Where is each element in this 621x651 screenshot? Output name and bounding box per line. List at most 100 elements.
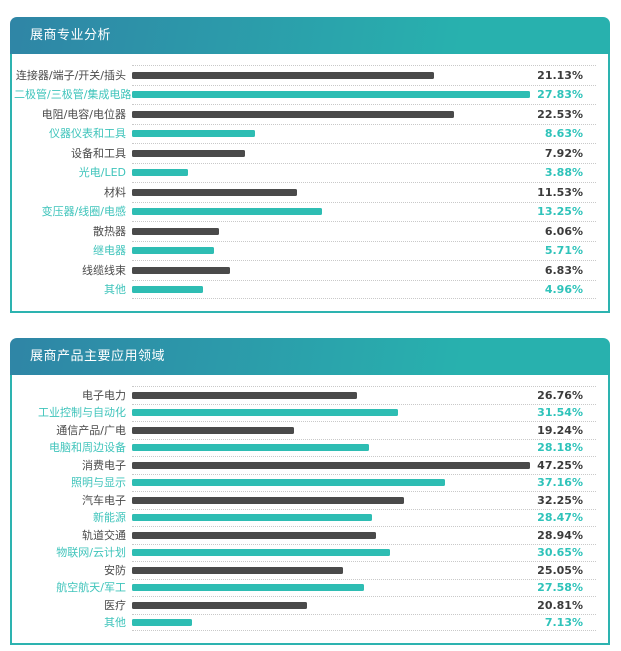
- bar-track: 8.63%: [132, 123, 596, 144]
- category-label: 仪器仪表和工具: [49, 127, 126, 141]
- bar-track: 37.16%: [132, 473, 596, 492]
- value-label: 22.53%: [537, 107, 583, 121]
- panel-title: 展商专业分析: [30, 28, 112, 43]
- bar: [132, 266, 230, 274]
- bar: [132, 285, 203, 293]
- chart-row: 电阻/电容/电位器 22.53%: [14, 104, 596, 124]
- chart-row: 照明与显示 37.16%: [14, 473, 596, 492]
- category-label: 继电器: [93, 244, 126, 258]
- chart-row: 航空航天/军工 27.58%: [14, 578, 596, 597]
- bar-track: 26.76%: [132, 386, 596, 404]
- bar: [132, 227, 219, 235]
- bar: [132, 391, 358, 399]
- bar-track: 13.25%: [132, 201, 596, 222]
- category-label: 工业控制与自动化: [38, 406, 126, 420]
- bar: [132, 247, 214, 255]
- bar: [132, 601, 308, 609]
- bar: [132, 149, 246, 157]
- bar: [132, 444, 370, 452]
- chart-row: 继电器 5.71%: [14, 240, 596, 261]
- panel-title: 展商产品主要应用领域: [30, 349, 166, 364]
- category-label: 散热器: [93, 224, 126, 238]
- bar-track: 30.65%: [132, 543, 596, 562]
- panel-header: 展商专业分析: [10, 17, 610, 54]
- category-label: 轨道交通: [82, 528, 126, 542]
- panel-application-fields: 展商产品主要应用领域 电子电力 26.76% 工业控制与自动化 31.54% 通信产品/…: [10, 338, 610, 645]
- value-label: 13.25%: [537, 205, 583, 219]
- chart-row: 散热器 6.06%: [14, 221, 596, 241]
- bar: [132, 566, 343, 574]
- bar-track: 6.06%: [132, 221, 596, 241]
- chart-row: 设备和工具 7.92%: [14, 143, 596, 163]
- bar: [132, 479, 445, 487]
- value-label: 31.54%: [537, 406, 583, 420]
- category-label: 新能源: [93, 511, 126, 525]
- value-label: 32.25%: [537, 493, 583, 507]
- chart-row: 通信产品/广电 19.24%: [14, 421, 596, 439]
- value-label: 6.83%: [544, 263, 583, 277]
- bar-track: 32.25%: [132, 491, 596, 509]
- bar: [132, 91, 530, 99]
- category-label: 汽车电子: [82, 493, 126, 507]
- bar: [132, 169, 188, 177]
- value-label: 7.13%: [544, 615, 583, 629]
- bar: [132, 461, 530, 469]
- bar: [132, 584, 365, 592]
- chart-row: 材料 11.53%: [14, 182, 596, 202]
- bar-track: 25.05%: [132, 561, 596, 579]
- bar-track: 6.83%: [132, 260, 596, 280]
- bar: [132, 130, 256, 138]
- category-label: 照明与显示: [71, 476, 126, 490]
- bar: [132, 71, 435, 79]
- category-label: 设备和工具: [71, 146, 126, 160]
- bar-track: 28.94%: [132, 526, 596, 544]
- category-label: 其他: [104, 283, 126, 297]
- bar-track: 27.83%: [132, 84, 596, 105]
- value-label: 28.94%: [537, 528, 583, 542]
- value-label: 27.58%: [537, 581, 583, 595]
- category-label: 安防: [104, 563, 126, 577]
- value-label: 27.83%: [537, 88, 583, 102]
- category-label: 二极管/三极管/集成电路: [14, 88, 132, 102]
- chart-row: 二极管/三极管/集成电路 27.83%: [14, 84, 596, 105]
- bar: [132, 531, 376, 539]
- bar-track: 7.92%: [132, 143, 596, 163]
- bar-track: 21.13%: [132, 65, 596, 85]
- bar-track: 5.71%: [132, 240, 596, 261]
- category-label: 线缆线束: [82, 263, 126, 277]
- value-label: 30.65%: [537, 546, 583, 560]
- category-label: 电脑和周边设备: [49, 441, 126, 455]
- chart-row: 轨道交通 28.94%: [14, 526, 596, 544]
- bar-track: 27.58%: [132, 578, 596, 597]
- category-label: 变压器/线圈/电感: [41, 205, 126, 219]
- bar-track: 28.18%: [132, 438, 596, 457]
- bar: [132, 188, 297, 196]
- value-label: 20.81%: [537, 598, 583, 612]
- bar-track: 3.88%: [132, 162, 596, 183]
- category-label: 医疗: [104, 598, 126, 612]
- category-label: 物联网/云计划: [56, 546, 126, 560]
- bar-track: 47.25%: [132, 456, 596, 474]
- chart-row: 电子电力 26.76%: [14, 386, 596, 404]
- bar-chart-applications: 电子电力 26.76% 工业控制与自动化 31.54% 通信产品/广电 19.24% 电脑和…: [10, 375, 610, 645]
- value-label: 25.05%: [537, 563, 583, 577]
- bar: [132, 514, 372, 522]
- category-label: 材料: [104, 185, 126, 199]
- chart-row: 消费电子 47.25%: [14, 456, 596, 474]
- bar-chart-specialty: 连接器/端子/开关/插头 21.13% 二极管/三极管/集成电路 27.83% 电阻/电…: [10, 54, 610, 313]
- bar: [132, 110, 455, 118]
- value-label: 6.06%: [544, 224, 583, 238]
- bar: [132, 208, 322, 216]
- category-label: 电子电力: [82, 388, 126, 402]
- bar-track: 11.53%: [132, 182, 596, 202]
- category-label: 光电/LED: [78, 166, 126, 180]
- bar: [132, 549, 391, 557]
- bar: [132, 496, 404, 504]
- value-label: 8.63%: [544, 127, 583, 141]
- category-label: 航空航天/军工: [56, 581, 126, 595]
- chart-row: 新能源 28.47%: [14, 508, 596, 527]
- bar-track: 19.24%: [132, 421, 596, 439]
- category-label: 通信产品/广电: [56, 423, 126, 437]
- value-label: 11.53%: [537, 185, 583, 199]
- panel-exhibitor-specialty: 展商专业分析 连接器/端子/开关/插头 21.13% 二极管/三极管/集成电路 27.…: [10, 17, 610, 313]
